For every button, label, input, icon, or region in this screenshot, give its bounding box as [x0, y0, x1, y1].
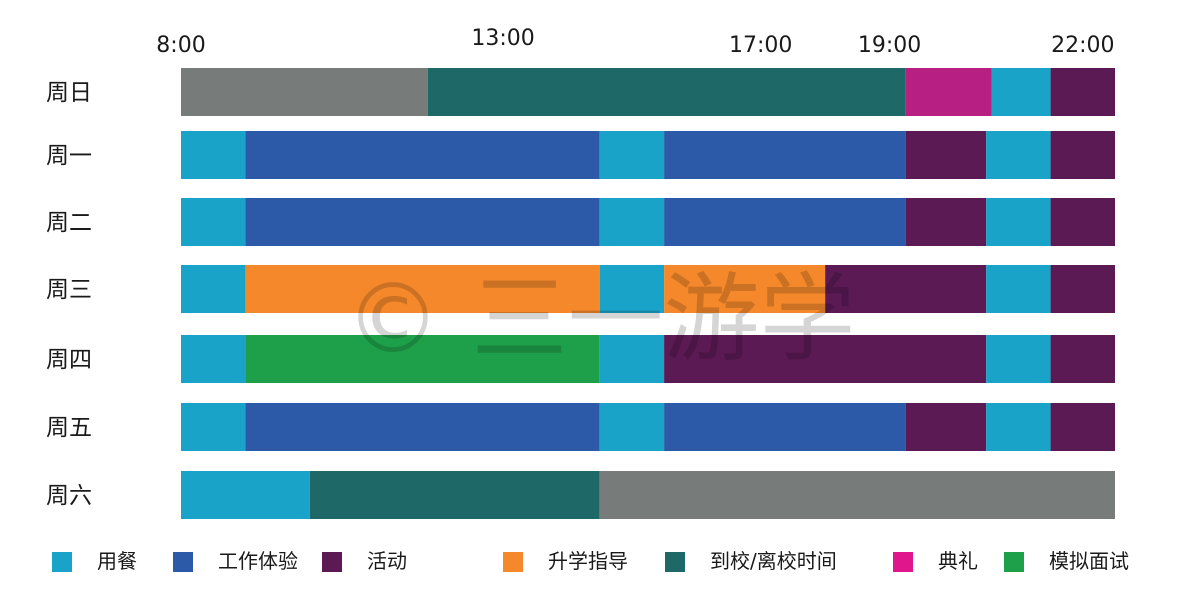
legend-swatch — [52, 552, 72, 572]
schedule-segment-work — [664, 198, 906, 246]
time-tick-label: 19:00 — [858, 33, 921, 58]
schedule-segment-meal — [986, 131, 1051, 179]
schedule-segment-meal — [181, 198, 246, 246]
legend-label: 升学指导 — [548, 549, 628, 573]
legend-item: 工作体验 — [173, 549, 298, 573]
schedule-segment-work — [245, 131, 600, 179]
legend-swatch — [173, 552, 193, 572]
legend-item: 活动 — [322, 549, 407, 573]
schedule-segment-activity — [905, 198, 987, 246]
legend-item: 用餐 — [52, 549, 137, 573]
schedule-segment-activity — [825, 265, 987, 313]
schedule-segment-free — [181, 68, 428, 116]
schedule-segment-meal — [599, 403, 665, 451]
schedule-segment-work — [664, 403, 906, 451]
legend-item: 到校/离校时间 — [665, 549, 837, 573]
schedule-segment-meal — [991, 68, 1051, 116]
legend-swatch — [893, 552, 913, 572]
schedule-segment-work — [245, 403, 600, 451]
schedule-segment-meal — [181, 403, 246, 451]
legend-label: 工作体验 — [218, 549, 298, 573]
schedule-segment-meal — [181, 131, 246, 179]
legend-swatch — [322, 552, 342, 572]
legend-swatch — [665, 552, 685, 572]
time-tick-label: 8:00 — [156, 33, 205, 58]
schedule-segment-activity — [1050, 198, 1115, 246]
day-row: 周四 — [46, 335, 1115, 383]
legend-item: 典礼 — [893, 549, 978, 573]
day-label: 周五 — [46, 415, 92, 441]
day-row: 周六 — [46, 471, 1115, 519]
schedule-segment-meal — [181, 335, 246, 383]
time-axis: 8:00 13:00 17:00 19:00 22:00 — [156, 26, 1114, 58]
schedule-segment-work — [245, 198, 600, 246]
time-tick-label: 17:00 — [729, 33, 792, 58]
schedule-segment-meal — [599, 131, 665, 179]
day-row: 周三 — [46, 265, 1115, 313]
schedule-segment-arrival — [427, 68, 906, 116]
schedule-segment-activity — [1050, 68, 1115, 116]
legend: 用餐 工作体验 活动 升学指导 到校/离校时间 典礼 模拟面试 — [52, 549, 1129, 573]
schedule-segment-meal — [599, 198, 665, 246]
day-row: 周日 — [46, 68, 1115, 116]
schedule-segment-activity — [1050, 403, 1115, 451]
schedule-segment-activity — [1050, 265, 1115, 313]
legend-label: 典礼 — [938, 549, 978, 573]
legend-swatch — [1004, 552, 1024, 572]
time-tick-label: 22:00 — [1051, 33, 1114, 58]
legend-swatch — [503, 552, 523, 572]
schedule-segment-meal — [986, 265, 1051, 313]
watermark-text: © 三一游学 — [345, 263, 856, 375]
day-label: 周六 — [46, 483, 92, 509]
schedule-segment-activity — [905, 403, 987, 451]
legend-label: 用餐 — [97, 549, 137, 573]
schedule-segment-activity — [905, 131, 987, 179]
legend-item: 升学指导 — [503, 549, 628, 573]
schedule-segment-ceremony — [905, 68, 992, 116]
schedule-segment-free — [599, 471, 1115, 519]
day-row: 周二 — [46, 198, 1115, 246]
schedule-segment-activity — [1050, 131, 1115, 179]
schedule-segment-meal — [181, 471, 310, 519]
schedule-segment-interview — [245, 335, 600, 383]
day-row: 周一 — [46, 131, 1115, 179]
schedule-segment-work — [664, 131, 906, 179]
legend-label: 到校/离校时间 — [710, 549, 837, 573]
schedule-segment-guidance — [245, 265, 600, 313]
time-tick-label: 13:00 — [471, 26, 534, 51]
legend-label: 活动 — [367, 549, 407, 573]
day-row: 周五 — [46, 403, 1115, 451]
schedule-segment-activity — [664, 335, 987, 383]
day-label: 周二 — [46, 210, 92, 236]
schedule-segment-arrival — [309, 471, 600, 519]
schedule-segment-meal — [599, 265, 665, 313]
schedule-segment-activity — [1050, 335, 1115, 383]
schedule-segment-meal — [181, 265, 246, 313]
schedule-segment-meal — [986, 335, 1051, 383]
schedule-segment-meal — [599, 335, 665, 383]
day-label: 周一 — [46, 143, 92, 169]
day-label: 周三 — [46, 277, 92, 303]
schedule-segment-meal — [986, 198, 1051, 246]
day-label: 周日 — [46, 80, 92, 106]
day-label: 周四 — [46, 347, 92, 373]
legend-label: 模拟面试 — [1049, 549, 1129, 573]
schedule-segment-guidance — [664, 265, 826, 313]
legend-item: 模拟面试 — [1004, 549, 1129, 573]
schedule-segment-meal — [986, 403, 1051, 451]
